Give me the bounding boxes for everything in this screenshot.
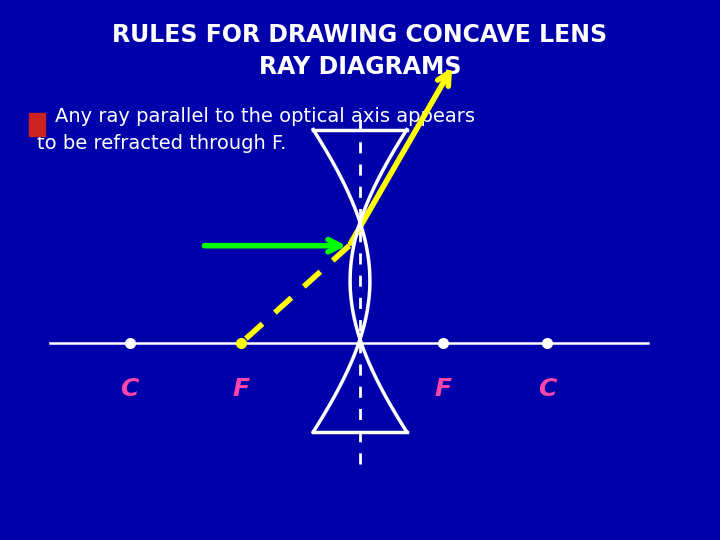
Bar: [29, 113, 45, 136]
Text: RAY DIAGRAMS: RAY DIAGRAMS: [258, 56, 462, 79]
Text: RULES FOR DRAWING CONCAVE LENS: RULES FOR DRAWING CONCAVE LENS: [112, 23, 608, 47]
Text: to be refracted through F.: to be refracted through F.: [37, 133, 287, 153]
Text: C: C: [538, 377, 557, 401]
Text: F: F: [233, 377, 250, 401]
Text: Any ray parallel to the optical axis appears: Any ray parallel to the optical axis app…: [55, 106, 475, 126]
Text: C: C: [120, 377, 139, 401]
Text: F: F: [434, 377, 451, 401]
